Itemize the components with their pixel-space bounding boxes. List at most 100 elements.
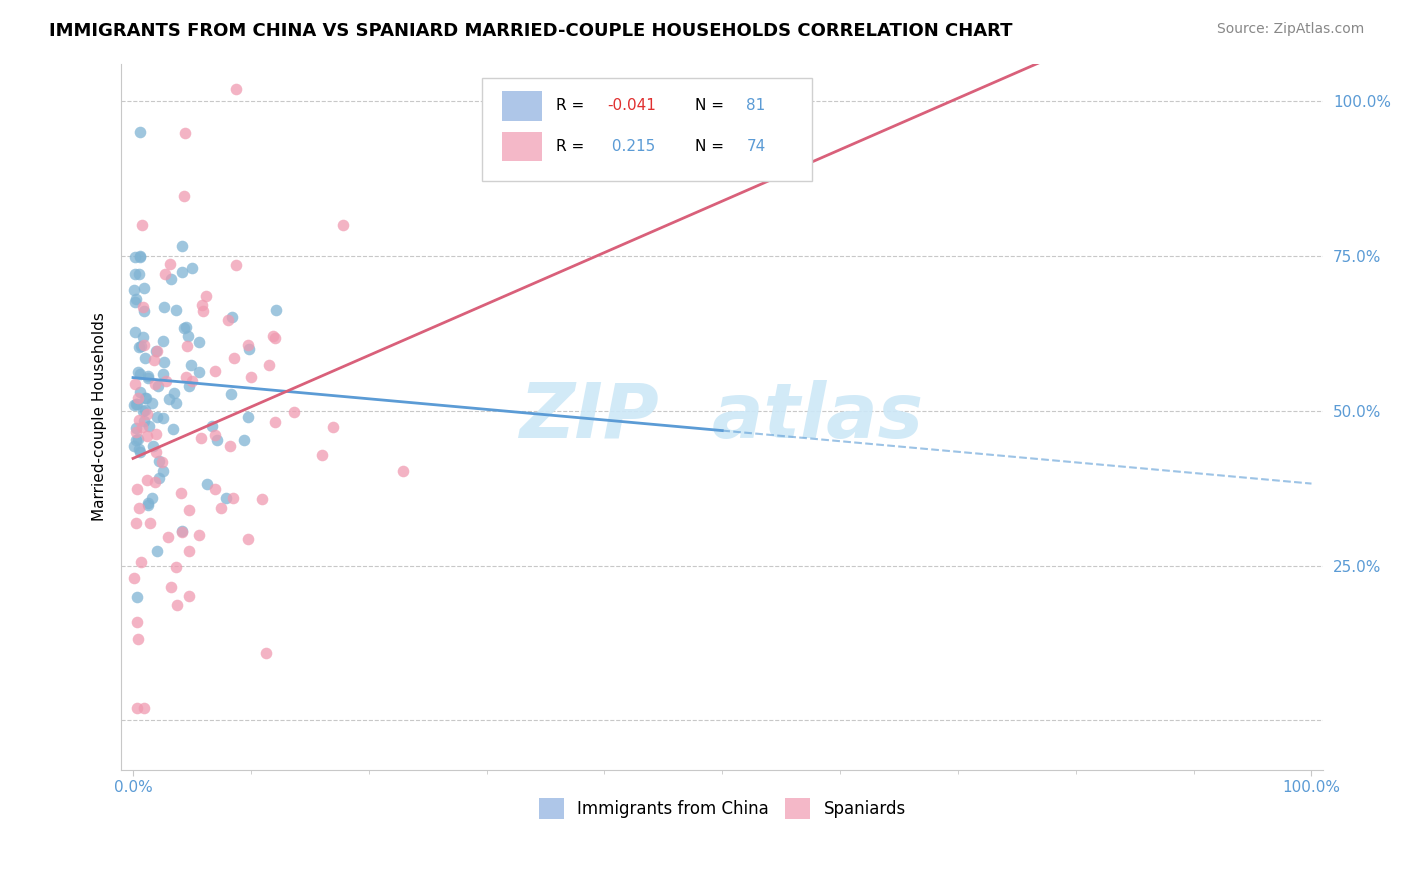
Point [311, 448, 333, 462]
Point [162, 386, 184, 401]
Point [127, 432, 149, 446]
Point [128, 340, 150, 354]
Legend: Immigrants from China, Spaniards: Immigrants from China, Spaniards [531, 791, 912, 825]
Point [252, 492, 274, 507]
Point [191, 304, 214, 318]
Point [129, 250, 152, 264]
Point [188, 365, 211, 379]
Point [124, 250, 146, 264]
Text: Source: ZipAtlas.com: Source: ZipAtlas.com [1216, 22, 1364, 37]
Point [264, 331, 287, 345]
Point [146, 379, 169, 393]
Point [179, 589, 201, 603]
Point [283, 405, 305, 419]
Point [125, 397, 148, 411]
Point [134, 701, 156, 715]
Point [181, 261, 204, 276]
Point [145, 343, 167, 358]
Point [162, 422, 184, 436]
Point [122, 283, 145, 297]
Point [152, 368, 174, 382]
Point [138, 498, 160, 512]
Point [141, 396, 163, 410]
Point [141, 491, 163, 506]
Point [214, 491, 236, 505]
Point [124, 433, 146, 447]
Point [132, 304, 155, 318]
Point [177, 379, 200, 393]
Point [122, 439, 145, 453]
Point [128, 442, 150, 457]
Point [128, 413, 150, 427]
Point [222, 491, 245, 505]
Point [125, 421, 148, 435]
Point [170, 524, 193, 539]
Point [125, 482, 148, 496]
Point [142, 352, 165, 367]
Point [136, 369, 159, 384]
Point [139, 516, 162, 530]
Point [238, 410, 260, 425]
Point [136, 370, 159, 384]
Point [195, 476, 218, 491]
Point [129, 367, 152, 381]
Point [124, 268, 146, 282]
Point [129, 339, 152, 353]
Point [127, 392, 149, 406]
Point [129, 555, 152, 569]
Text: 0.215: 0.215 [607, 139, 655, 154]
Point [204, 427, 226, 442]
Point [145, 426, 167, 441]
Point [127, 615, 149, 629]
Point [124, 325, 146, 339]
Point [173, 321, 195, 335]
Point [146, 409, 169, 424]
Point [155, 374, 177, 388]
Text: ZIP  atlas: ZIP atlas [520, 380, 924, 454]
Point [176, 339, 198, 353]
Point [131, 218, 153, 232]
Point [174, 126, 197, 140]
Text: R =: R = [557, 98, 589, 113]
Point [177, 544, 200, 558]
Point [262, 328, 284, 343]
Point [236, 338, 259, 352]
Point [190, 431, 212, 445]
Point [128, 267, 150, 281]
Point [391, 464, 413, 478]
Point [136, 496, 159, 510]
Point [153, 354, 176, 368]
Point [165, 560, 187, 574]
Text: R =: R = [557, 139, 589, 154]
Point [159, 257, 181, 271]
Point [257, 358, 280, 372]
Point [181, 375, 204, 389]
Point [195, 289, 218, 303]
Point [172, 524, 194, 539]
Point [145, 377, 167, 392]
Point [127, 365, 149, 379]
Point [187, 528, 209, 542]
Point [176, 369, 198, 384]
Point [124, 516, 146, 531]
Text: IMMIGRANTS FROM CHINA VS SPANIARD MARRIED-COUPLE HOUSEHOLDS CORRELATION CHART: IMMIGRANTS FROM CHINA VS SPANIARD MARRIE… [49, 22, 1012, 40]
Point [146, 344, 169, 359]
Y-axis label: Married-couple Households: Married-couple Households [93, 312, 107, 522]
Point [332, 218, 354, 232]
Point [122, 398, 145, 412]
Point [142, 439, 165, 453]
Point [204, 364, 226, 378]
Point [153, 300, 176, 314]
Point [132, 330, 155, 344]
Point [132, 338, 155, 352]
Point [128, 249, 150, 263]
Point [146, 544, 169, 558]
Point [221, 310, 243, 324]
Point [201, 419, 224, 434]
FancyBboxPatch shape [502, 91, 541, 120]
Point [169, 486, 191, 500]
Point [125, 425, 148, 440]
Point [209, 500, 232, 515]
Point [254, 646, 277, 660]
Point [191, 298, 214, 312]
